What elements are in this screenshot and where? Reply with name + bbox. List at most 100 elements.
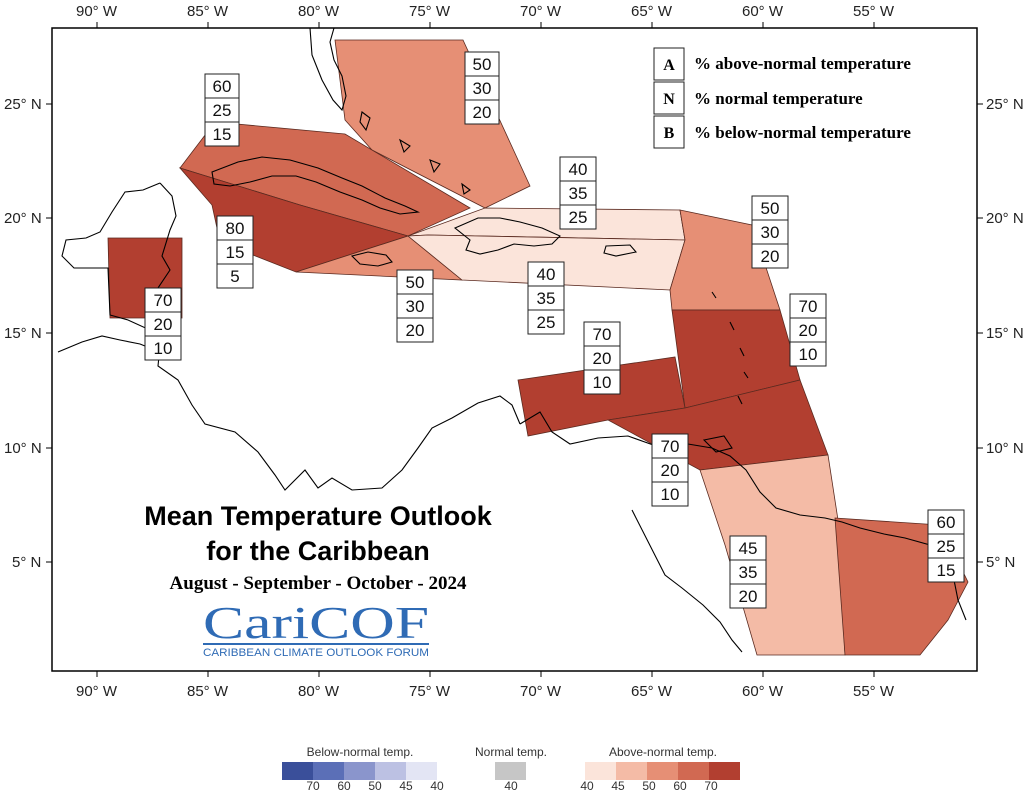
prob-box-suriname-guiana: 60 25 15: [927, 509, 965, 583]
prob-box-bahamas: 50 30 20: [464, 51, 500, 125]
lon-label: 80° W: [298, 683, 340, 700]
prob-box-guyana: 45 35 20: [729, 535, 767, 609]
caricof-logo: CariCOF CARIBBEAN CLIMATE OUTLOOK FORUM: [203, 597, 429, 659]
prob-below: 25: [537, 313, 556, 332]
lat-label: 25° N: [4, 96, 42, 113]
prob-normal: 25: [937, 537, 956, 556]
prob-above: 70: [154, 291, 173, 310]
lon-label: 70° W: [520, 3, 562, 20]
prob-normal: 30: [761, 223, 780, 242]
above-swatch: [585, 762, 616, 780]
below-tick-label: 50: [368, 779, 382, 791]
prob-above: 45: [739, 539, 758, 558]
prob-normal: 20: [154, 315, 173, 334]
prob-below: 10: [154, 339, 173, 358]
probability-key: A % above-normal temperature N % normal …: [653, 47, 911, 149]
lat-label: 5° N: [12, 554, 41, 571]
prob-below: 20: [406, 321, 425, 340]
lon-label: 85° W: [187, 3, 229, 20]
prob-above: 50: [761, 199, 780, 218]
prob-box-leeward: 50 30 20: [751, 195, 789, 269]
prob-above: 80: [226, 219, 245, 238]
prob-normal: 25: [213, 101, 232, 120]
prob-below: 20: [739, 587, 758, 606]
above-tick-label: 45: [611, 779, 625, 791]
above-tick-label: 70: [704, 779, 718, 791]
below-tick-label: 70: [306, 779, 320, 791]
colorbar-ticks: 70 60 50 45 40 40 40 45 50 60 70: [306, 779, 718, 791]
below-swatch: [282, 762, 313, 780]
below-swatch: [375, 762, 406, 780]
prob-above: 60: [937, 513, 956, 532]
prob-box-belize: 70 20 10: [144, 287, 182, 361]
colorbar-title-below: Below-normal temp.: [307, 745, 414, 759]
prob-below: 25: [569, 208, 588, 227]
above-tick-label: 50: [642, 779, 656, 791]
colorbar-above-swatches: [585, 762, 740, 780]
key-text-normal: % normal temperature: [694, 89, 863, 108]
prob-box-cayman: 80 15 5: [216, 215, 254, 289]
lat-label: 10° N: [4, 440, 42, 457]
lat-label: 5° N: [986, 554, 1015, 571]
key-text-below: % below-normal temperature: [694, 123, 911, 142]
colorbar-title-normal: Normal temp.: [475, 745, 547, 759]
prob-box-windward: 70 20 10: [789, 293, 827, 367]
prob-below: 5: [230, 267, 239, 286]
prob-box-abc-islands: 70 20 10: [583, 321, 621, 395]
lon-label: 60° W: [742, 3, 784, 20]
prob-above: 70: [799, 297, 818, 316]
above-swatch: [647, 762, 678, 780]
prob-box-cuba: 60 25 15: [204, 73, 240, 147]
map-period: August - September - October - 2024: [170, 573, 467, 594]
lat-label: 15° N: [4, 325, 42, 342]
prob-above: 50: [473, 55, 492, 74]
prob-below: 10: [661, 485, 680, 504]
prob-box-hispaniola-north: 40 35 25: [559, 156, 597, 230]
map-title-line2: for the Caribbean: [206, 536, 430, 566]
prob-above: 70: [593, 325, 612, 344]
outlook-regions: [107, 39, 969, 656]
lon-label: 75° W: [409, 683, 451, 700]
colorbar-normal-swatch: [495, 762, 526, 780]
colorbar: Below-normal temp. Normal temp. Above-no…: [282, 745, 740, 791]
lat-label: 25° N: [986, 96, 1024, 113]
above-swatch: [678, 762, 709, 780]
prob-normal: 15: [226, 243, 245, 262]
below-tick-label: 60: [337, 779, 351, 791]
key-letter-below: B: [664, 125, 675, 142]
coastlines: [57, 27, 967, 653]
key-letter-normal: N: [663, 91, 675, 108]
normal-swatch: [495, 762, 526, 780]
below-tick-label: 45: [399, 779, 413, 791]
prob-normal: 35: [739, 563, 758, 582]
prob-normal: 20: [799, 321, 818, 340]
lon-label: 55° W: [853, 3, 895, 20]
above-swatch: [616, 762, 647, 780]
lat-label: 15° N: [986, 325, 1024, 342]
lon-labels-bottom: 90° W 85° W 80° W 75° W 70° W 65° W 60° …: [76, 683, 895, 700]
lon-label: 55° W: [853, 683, 895, 700]
prob-normal: 20: [593, 349, 612, 368]
prob-above: 70: [661, 437, 680, 456]
prob-box-trinidad: 70 20 10: [651, 433, 689, 507]
prob-below: 10: [593, 373, 612, 392]
lat-label: 20° N: [986, 210, 1024, 227]
logo-subtext: CARIBBEAN CLIMATE OUTLOOK FORUM: [203, 647, 429, 659]
lat-label: 10° N: [986, 440, 1024, 457]
prob-above: 40: [569, 160, 588, 179]
key-text-above: % above-normal temperature: [694, 54, 911, 73]
prob-below: 20: [473, 103, 492, 122]
prob-box-jamaica: 50 30 20: [396, 269, 434, 343]
logo-text: CariCOF: [203, 597, 429, 648]
lon-label: 65° W: [631, 3, 673, 20]
lon-label: 65° W: [631, 683, 673, 700]
lon-label: 90° W: [76, 683, 118, 700]
probability-labels: 50 30 20 60 25 15 80 15 5 50 30 20 40 35…: [144, 51, 965, 609]
lat-label: 20° N: [4, 210, 42, 227]
below-swatch: [344, 762, 375, 780]
key-letter-above: A: [663, 57, 675, 74]
lon-label: 70° W: [520, 683, 562, 700]
lon-label: 85° W: [187, 683, 229, 700]
prob-normal: 35: [569, 184, 588, 203]
